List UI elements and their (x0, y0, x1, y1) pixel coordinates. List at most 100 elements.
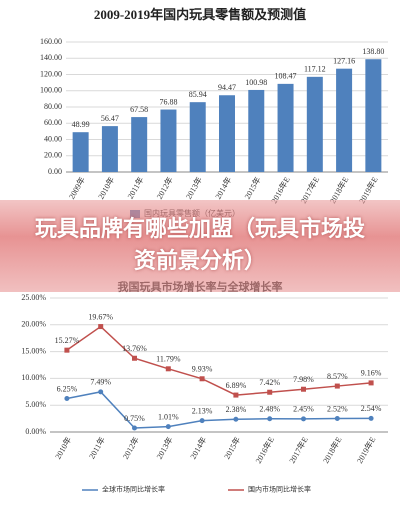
data-label: 19.67% (88, 312, 113, 321)
y-tick-label: 80.00 (44, 102, 62, 111)
y-tick-label: 60.00 (44, 118, 62, 127)
y-tick-label: 5.00% (25, 400, 46, 409)
data-label: 100.98 (245, 78, 267, 87)
data-label: 48.99 (72, 120, 90, 129)
data-label: 2.52% (327, 404, 348, 413)
data-label: 6.25% (57, 384, 78, 393)
point (368, 380, 374, 386)
x-tick-label: 2017年E (287, 435, 310, 465)
point (64, 347, 70, 353)
data-label: 117.12 (304, 65, 326, 74)
y-tick-label: 120.00 (40, 69, 62, 78)
x-tick-label: 2015年 (222, 435, 243, 461)
overlay-banner: 玩具品牌有哪些加盟（玩具市场投资前景分析） (0, 200, 400, 292)
point (165, 424, 171, 430)
y-tick-label: 10.00% (21, 373, 46, 382)
data-label: 7.98% (293, 375, 314, 384)
x-tick-label: 2018年E (321, 435, 344, 465)
x-tick-label: 2010年 (53, 435, 74, 461)
point (267, 389, 273, 395)
bar (365, 59, 382, 172)
point (368, 415, 374, 421)
point (334, 383, 340, 389)
data-label: 9.16% (361, 369, 382, 378)
x-tick-label: 2014年 (213, 175, 234, 201)
bar (101, 126, 118, 172)
data-label: 7.42% (259, 378, 280, 387)
data-label: 85.94 (189, 90, 207, 99)
point (199, 418, 205, 424)
data-label: 67.58 (130, 105, 148, 114)
point (233, 392, 239, 398)
data-label: 11.79% (156, 355, 181, 364)
x-tick-label: 2012年 (154, 175, 175, 201)
x-tick-label: 2011年 (125, 175, 146, 201)
data-label: 0.75% (124, 414, 145, 423)
point (132, 425, 137, 431)
data-label: 8.57% (327, 372, 348, 381)
data-label: 1.01% (158, 412, 179, 421)
y-tick-label: 100.00 (40, 86, 62, 95)
point (132, 355, 137, 361)
y-tick-label: 15.00% (21, 346, 46, 355)
data-label: 7.49% (90, 378, 111, 387)
y-tick-label: 20.00% (21, 320, 46, 329)
data-label: 76.88 (159, 97, 177, 106)
bar (189, 102, 206, 172)
y-tick-label: 0.00% (25, 427, 46, 436)
x-tick-label: 2019年E (354, 435, 377, 465)
x-tick-label: 2011年 (87, 435, 108, 461)
series-line (66, 325, 372, 396)
bar (219, 95, 235, 172)
data-label: 2.48% (259, 405, 280, 414)
point (165, 366, 171, 372)
overlay-title: 玩具品牌有哪些加盟（玩具市场投资前景分析） (35, 217, 366, 274)
x-tick-label: 2014年 (188, 435, 209, 461)
y-tick-label: 25.00% (21, 293, 46, 302)
y-tick-label: 40.00 (44, 134, 62, 143)
x-tick-label: 2010年 (96, 175, 117, 201)
x-tick-label: 2016年E (253, 435, 276, 465)
data-label: 127.16 (333, 57, 355, 66)
x-tick-label: 2013年 (183, 175, 204, 201)
series-line (66, 391, 372, 429)
data-label: 15.27% (55, 336, 80, 345)
point (233, 416, 239, 422)
x-tick-label: 2009年 (66, 175, 87, 201)
point (301, 386, 306, 392)
legend-label: 全球市场同比增长率 (102, 485, 165, 494)
data-label: 9.93% (192, 365, 213, 374)
bar (336, 68, 353, 172)
chart-title: 2009-2019年国内玩具零售额及预测值 (94, 7, 306, 22)
data-label: 94.47 (218, 83, 236, 92)
point (267, 416, 273, 422)
point (64, 396, 70, 401)
data-label: 13.76% (122, 344, 147, 353)
data-label: 56.47 (101, 114, 119, 123)
bar (72, 132, 89, 172)
data-label: 108.47 (275, 72, 297, 81)
data-label: 2.54% (361, 404, 382, 413)
y-tick-label: 0.00 (48, 167, 62, 176)
data-label: 6.89% (226, 381, 247, 390)
x-tick-label: 2015年 (242, 175, 263, 201)
point (199, 376, 205, 382)
bar (160, 109, 177, 172)
point (301, 416, 306, 422)
data-label: 2.45% (293, 405, 314, 414)
y-tick-label: 140.00 (40, 53, 62, 62)
point (98, 389, 104, 395)
point (98, 324, 104, 330)
legend-label: 国内市场同比增长率 (248, 485, 311, 494)
y-tick-label: 160.00 (40, 37, 62, 46)
data-label: 138.80 (362, 47, 384, 56)
bar (277, 83, 294, 172)
data-label: 2.13% (192, 406, 213, 415)
bar (131, 117, 148, 172)
x-tick-label: 2012年 (120, 435, 141, 461)
y-tick-label: 20.00 (44, 151, 62, 160)
data-label: 2.38% (226, 405, 247, 414)
x-tick-label: 2013年 (154, 435, 175, 461)
